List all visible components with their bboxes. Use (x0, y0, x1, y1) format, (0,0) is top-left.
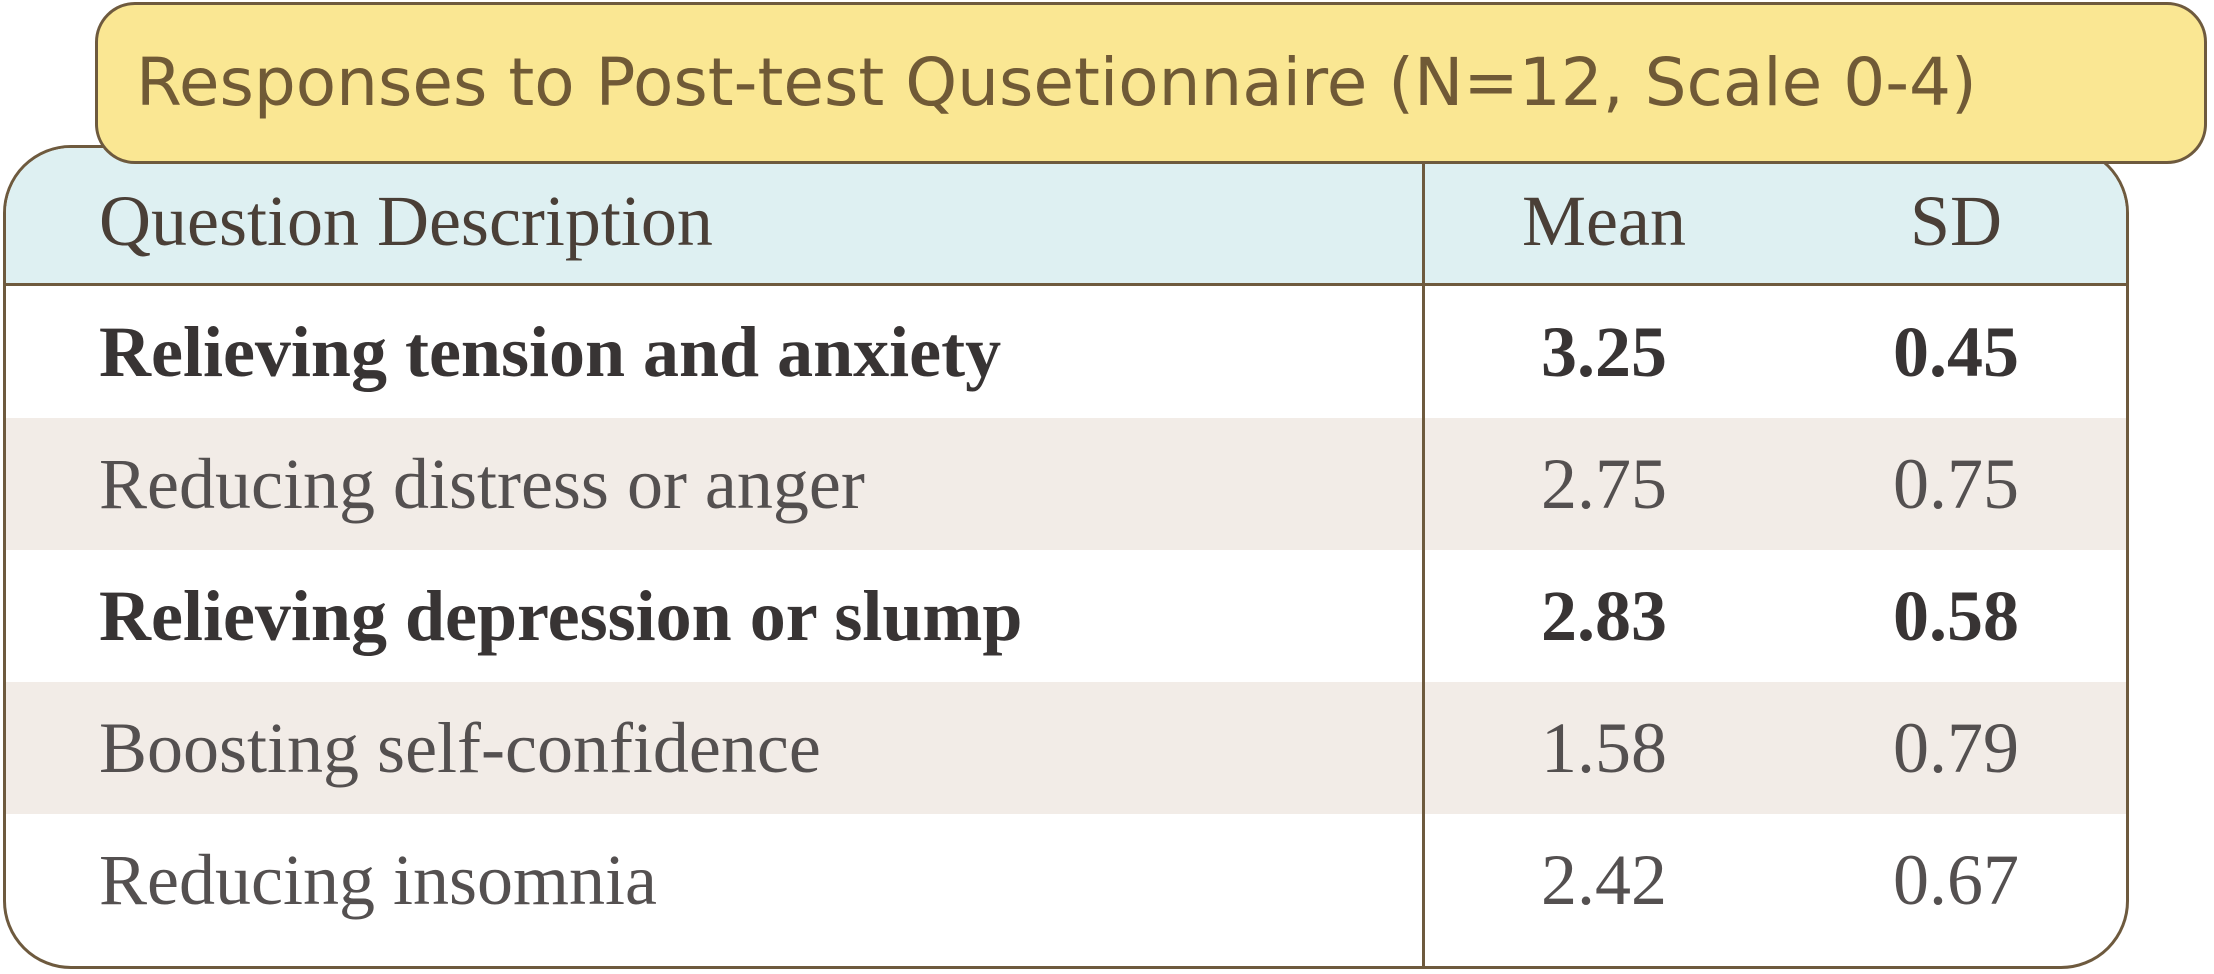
row-description: Relieving depression or slump (99, 576, 1023, 656)
page-title: Responses to Post-test Qusetionnaire (N=… (136, 44, 1977, 121)
table-row: Boosting self-confidence 1.58 0.79 (6, 682, 2126, 814)
row-mean: 3.25 (1541, 312, 1667, 392)
row-description: Boosting self-confidence (99, 708, 821, 788)
row-description: Relieving tension and anxiety (99, 312, 1002, 392)
row-mean: 2.83 (1541, 576, 1667, 656)
table-row: Relieving depression or slump 2.83 0.58 (6, 550, 2126, 682)
row-sd: 0.79 (1893, 708, 2019, 788)
table-row: Relieving tension and anxiety 3.25 0.45 (6, 286, 2126, 418)
table-row: Reducing distress or anger 2.75 0.75 (6, 418, 2126, 550)
header-mean: Mean (1522, 181, 1686, 261)
title-banner: Responses to Post-test Qusetionnaire (N=… (95, 2, 2207, 164)
column-divider (1422, 148, 1425, 966)
row-description: Reducing insomnia (99, 840, 657, 920)
row-description: Reducing distress or anger (99, 444, 865, 524)
row-mean: 2.42 (1541, 840, 1667, 920)
table-row: Reducing insomnia 2.42 0.67 (6, 814, 2126, 946)
row-sd: 0.75 (1893, 444, 2019, 524)
row-mean: 2.75 (1541, 444, 1667, 524)
row-sd: 0.67 (1893, 840, 2019, 920)
results-table: Question Description Mean SD Relieving t… (3, 145, 2129, 969)
row-mean: 1.58 (1541, 708, 1667, 788)
row-sd: 0.58 (1893, 576, 2019, 656)
table-header-row: Question Description Mean SD (6, 148, 2126, 286)
row-sd: 0.45 (1893, 312, 2019, 392)
header-sd: SD (1909, 181, 2003, 261)
header-question-description: Question Description (99, 181, 713, 261)
